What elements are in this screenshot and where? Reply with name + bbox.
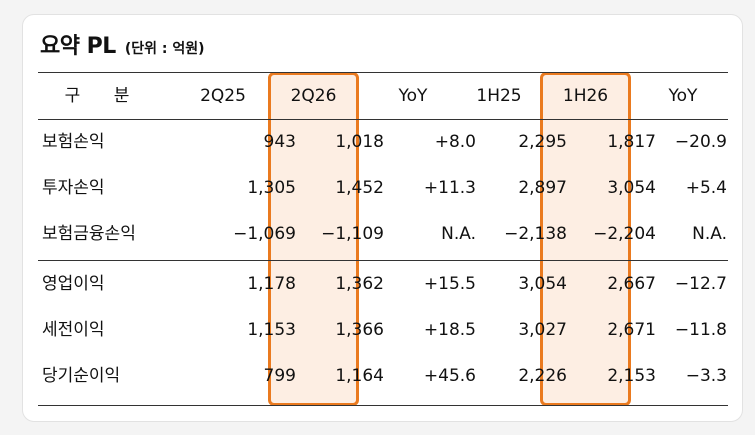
- table-cell: 2,897: [518, 178, 567, 198]
- bottom-rule: [38, 405, 728, 406]
- row-label: 보험손익: [42, 132, 105, 152]
- table-cell: 3,054: [518, 274, 567, 294]
- row-label: 투자손익: [42, 178, 105, 198]
- header-row: 구 분 2Q25 2Q26 YoY 1H25 1H26 YoY: [38, 74, 728, 119]
- highlight-2q26-column: [268, 72, 359, 406]
- table-cell: 1,452: [335, 178, 384, 198]
- table-cell: −20.9: [674, 132, 727, 152]
- col-header-yoy-h: YoY: [668, 86, 698, 106]
- table-cell: N.A.: [692, 224, 727, 244]
- table-cell: +11.3: [423, 178, 476, 198]
- table-cell: −12.7: [674, 274, 727, 294]
- table-cell: 1,366: [335, 320, 384, 340]
- summary-pl-table: 구 분 2Q25 2Q26 YoY 1H25 1H26 YoY 보험손익 943 1…: [38, 72, 728, 406]
- table-cell: 2,667: [607, 274, 656, 294]
- title-text: 요약 PL: [40, 34, 116, 59]
- table-cell: −2,138: [504, 224, 567, 244]
- table-cell: 1,817: [607, 132, 656, 152]
- row-label: 당기순이익: [42, 366, 121, 386]
- table-cell: −1,109: [321, 224, 384, 244]
- row-label: 영업이익: [42, 274, 105, 294]
- table-cell: 799: [263, 366, 296, 386]
- table-cell: 1,018: [335, 132, 384, 152]
- table-cell: 2,153: [607, 366, 656, 386]
- table-cell: N.A.: [441, 224, 476, 244]
- col-header-1h26: 1H26: [562, 86, 609, 106]
- highlight-1h26-column: [540, 72, 631, 406]
- table-row: 세전이익 1,153 1,366 +18.5 3,027 2,671 −11.8: [38, 308, 728, 353]
- col-header-2q26: 2Q26: [290, 86, 337, 106]
- table-cell: +5.4: [685, 178, 727, 198]
- table-cell: 1,362: [335, 274, 384, 294]
- table-cell: 2,295: [518, 132, 567, 152]
- table-cell: +45.6: [423, 366, 476, 386]
- table-cell: 943: [263, 132, 296, 152]
- table-cell: +8.0: [434, 132, 476, 152]
- table-row: 당기순이익 799 1,164 +45.6 2,226 2,153 −3.3: [38, 354, 728, 399]
- col-header-yoy-q: YoY: [398, 86, 428, 106]
- table-cell: 2,226: [518, 366, 567, 386]
- table-row: 보험손익 943 1,018 +8.0 2,295 1,817 −20.9: [38, 120, 728, 165]
- group-rule: [38, 260, 728, 261]
- table-cell: 1,164: [335, 366, 384, 386]
- table-cell: −3.3: [685, 366, 727, 386]
- col-header-2q25: 2Q25: [200, 86, 246, 106]
- col-header-1h25: 1H25: [476, 86, 522, 106]
- table-title: 요약 PL (단위 : 억원): [40, 28, 205, 60]
- row-label: 세전이익: [42, 320, 105, 340]
- table-cell: −11.8: [674, 320, 727, 340]
- table-row: 보험금융손익 −1,069 −1,109 N.A. −2,138 −2,204 N.A.: [38, 212, 728, 257]
- table-cell: 3,027: [518, 320, 567, 340]
- table-cell: −2,204: [593, 224, 656, 244]
- table-cell: 1,178: [247, 274, 296, 294]
- top-rule: [38, 72, 728, 73]
- table-cell: +18.5: [423, 320, 476, 340]
- header-rule: [38, 119, 728, 120]
- table-row: 투자손익 1,305 1,452 +11.3 2,897 3,054 +5.4: [38, 166, 728, 211]
- unit-label: (단위 : 억원): [124, 41, 205, 57]
- table-cell: 2,671: [607, 320, 656, 340]
- col-header-category: 구 분: [64, 86, 144, 106]
- table-row: 영업이익 1,178 1,362 +15.5 3,054 2,667 −12.7: [38, 262, 728, 307]
- row-label: 보험금융손익: [42, 224, 136, 244]
- table-cell: +15.5: [423, 274, 476, 294]
- table-cell: 1,153: [247, 320, 296, 340]
- table-cell: 3,054: [607, 178, 656, 198]
- table-cell: −1,069: [233, 224, 296, 244]
- table-cell: 1,305: [247, 178, 296, 198]
